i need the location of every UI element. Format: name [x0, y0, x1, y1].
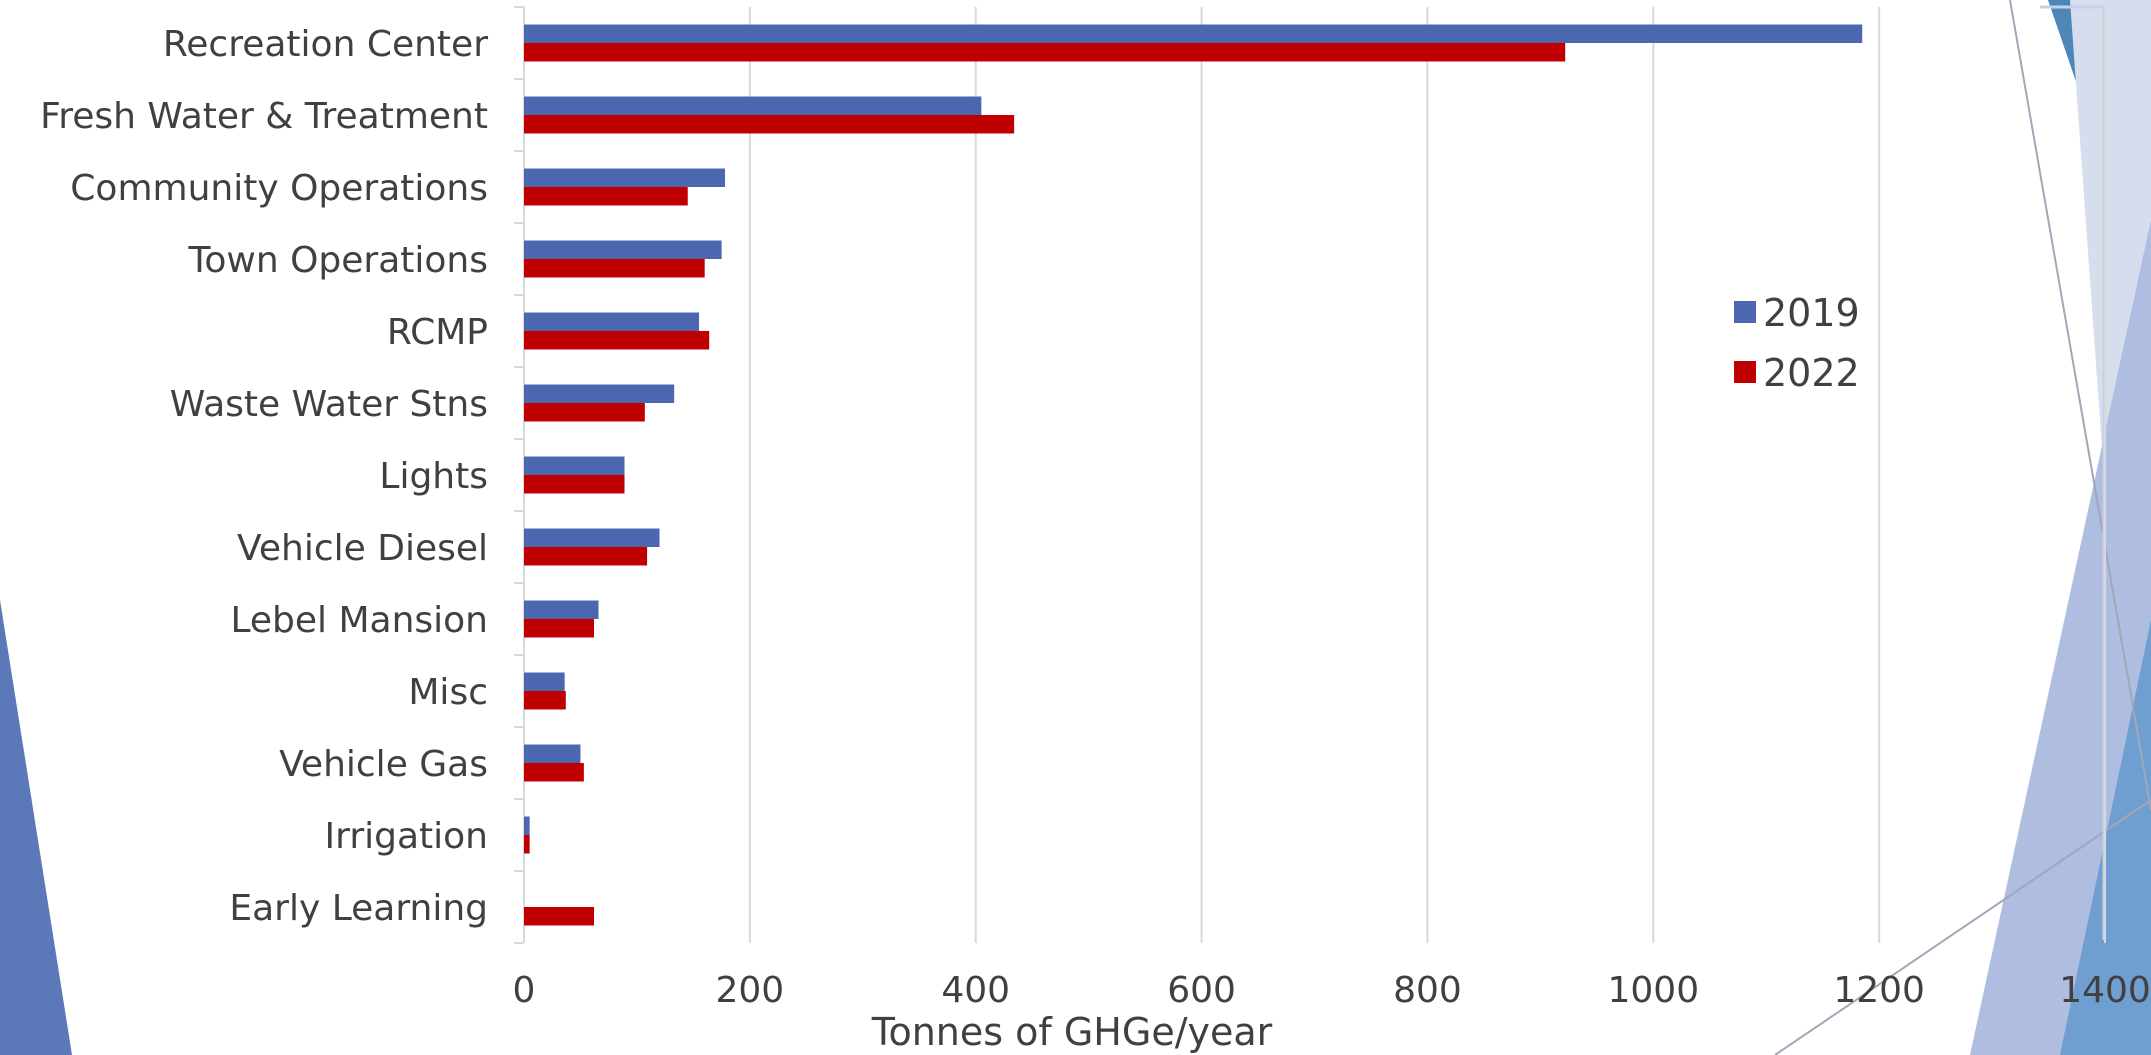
category-label: Fresh Water & Treatment [40, 96, 488, 137]
bar-2019-7 [524, 456, 625, 475]
category-label: Irrigation [325, 816, 488, 857]
bar-2019-9 [524, 600, 599, 619]
x-tick-label: 600 [1167, 970, 1236, 1011]
decor-triangle-left [0, 600, 72, 1055]
bar-2019-5 [524, 312, 700, 331]
bar-2022-5 [524, 331, 710, 350]
bar-2022-1 [524, 43, 1566, 62]
category-label: Vehicle Gas [279, 744, 488, 785]
category-labels: Recreation Center Fresh Water & Treatment… [40, 24, 488, 929]
category-label: Vehicle Diesel [237, 528, 488, 569]
x-tick-label: 1400 [2059, 970, 2151, 1011]
category-label: Early Learning [229, 888, 488, 929]
bar-2019-11 [524, 744, 581, 763]
bar-2019-8 [524, 528, 660, 547]
category-axis [514, 6, 525, 944]
category-label: Town Operations [187, 240, 488, 281]
decor-line-2 [1774, 799, 2151, 1055]
bar-2019-3 [524, 168, 726, 187]
bar-2022-13 [524, 907, 595, 926]
bar-2019-6 [524, 384, 675, 403]
legend-label-2019: 2019 [1763, 291, 1860, 335]
gridlines [748, 7, 2107, 943]
category-label: RCMP [387, 312, 488, 353]
category-label: Recreation Center [163, 24, 488, 65]
decor-line-1 [2009, 0, 2151, 811]
bar-2022-9 [524, 619, 595, 638]
bar-2019-12 [524, 816, 530, 835]
legend-label-2022: 2022 [1763, 351, 1860, 395]
bar-2022-10 [524, 691, 566, 710]
x-tick-label: 400 [941, 970, 1010, 1011]
x-axis-title: Tonnes of GHGe/year [871, 1010, 1273, 1054]
category-label: Waste Water Stns [170, 384, 488, 425]
category-label: Lights [379, 456, 488, 497]
x-tick-labels: 0 200 400 600 800 1000 1200 1400 [513, 970, 2151, 1011]
bar-2022-7 [524, 475, 625, 494]
bar-2022-3 [524, 187, 688, 206]
bar-2022-2 [524, 115, 1015, 134]
legend: 2019 2022 [1734, 291, 1860, 395]
bar-2022-6 [524, 403, 645, 422]
category-label: Lebel Mansion [230, 600, 488, 641]
bars [524, 24, 1863, 926]
x-tick-label: 0 [513, 970, 536, 1011]
x-tick-label: 1000 [1607, 970, 1699, 1011]
bar-2022-12 [524, 835, 530, 854]
bar-2022-8 [524, 547, 648, 566]
x-tick-label: 200 [716, 970, 785, 1011]
category-label: Misc [408, 672, 488, 713]
bar-2019-1 [524, 24, 1863, 43]
legend-swatch-2019 [1734, 301, 1756, 323]
x-tick-label: 1200 [1833, 970, 1925, 1011]
bar-2019-2 [524, 96, 982, 115]
x-tick-label: 800 [1393, 970, 1462, 1011]
bar-2019-4 [524, 240, 722, 259]
category-label: Community Operations [70, 168, 488, 209]
bar-2019-10 [524, 672, 565, 691]
bar-2022-11 [524, 763, 584, 782]
bar-2022-4 [524, 259, 705, 278]
legend-swatch-2022 [1734, 361, 1756, 383]
